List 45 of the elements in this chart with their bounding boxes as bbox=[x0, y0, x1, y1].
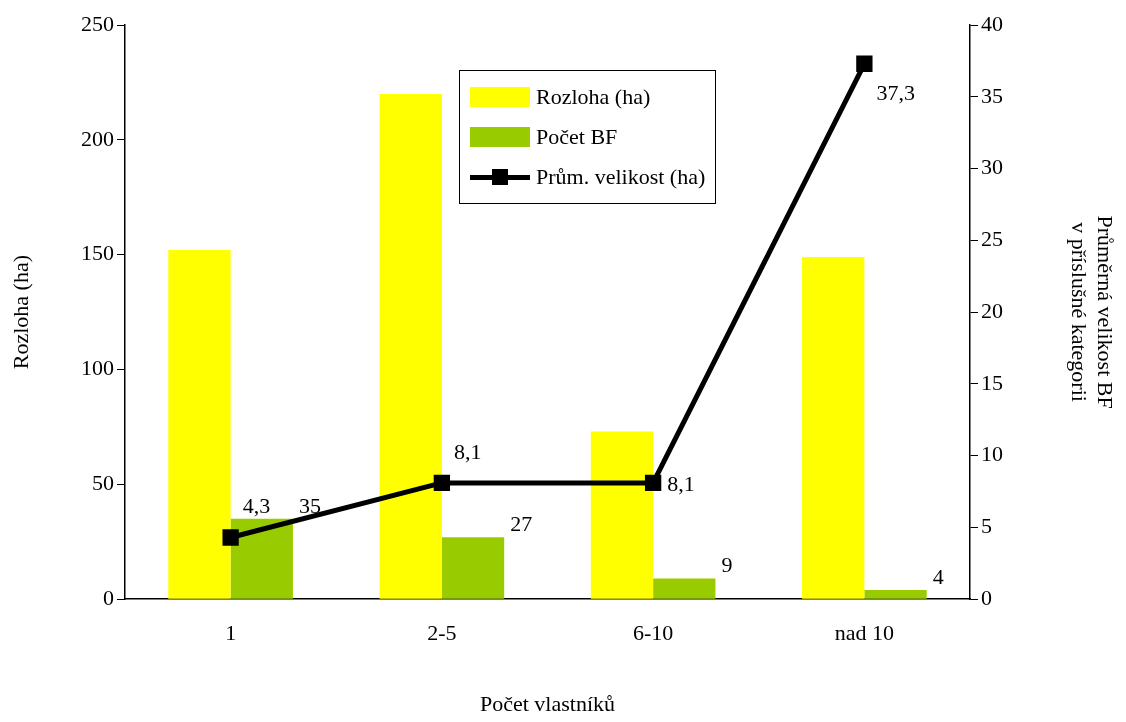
data-label: 4 bbox=[932, 563, 944, 589]
y-tick-label: 150 bbox=[81, 240, 114, 266]
x-tick-label: 1 bbox=[225, 620, 237, 646]
y2-tick-label: 30 bbox=[981, 154, 1003, 180]
y2-tick-label: 40 bbox=[981, 10, 1003, 36]
y-tick-label: 250 bbox=[81, 10, 114, 36]
y2-tick-label: 15 bbox=[981, 369, 1003, 395]
y2-tick-label: 0 bbox=[981, 584, 992, 610]
data-label: 35 bbox=[298, 492, 321, 518]
y-tick-label: 50 bbox=[92, 470, 114, 496]
point bbox=[856, 55, 873, 72]
y-tick-label: 0 bbox=[103, 584, 114, 610]
bar bbox=[653, 578, 716, 599]
legend-label: Rozloha (ha) bbox=[536, 84, 651, 110]
bar bbox=[168, 250, 231, 599]
y2-tick-label: 20 bbox=[981, 297, 1003, 323]
point bbox=[222, 529, 239, 546]
x-axis-title: Počet vlastníků bbox=[479, 690, 616, 716]
point bbox=[433, 474, 451, 492]
y-axis-title: Rozloha (ha) bbox=[7, 254, 33, 370]
data-label: 8,1 bbox=[453, 438, 482, 464]
y-tick-label: 100 bbox=[81, 355, 114, 381]
bar bbox=[864, 590, 927, 599]
x-tick-label: 2-5 bbox=[427, 620, 457, 646]
x-tick-label: 6-10 bbox=[632, 620, 674, 646]
y2-axis-title: Průměrná velikost BF v příslušné kategorii bbox=[1066, 215, 1119, 409]
bar bbox=[441, 537, 505, 599]
x-tick-label: nad 10 bbox=[834, 620, 895, 646]
bar bbox=[230, 518, 293, 599]
legend-label: Počet BF bbox=[536, 124, 618, 150]
data-label: 37,3 bbox=[876, 79, 915, 105]
y2-tick-label: 25 bbox=[981, 226, 1003, 252]
y-tick-label: 200 bbox=[81, 125, 114, 151]
y2-tick-label: 10 bbox=[981, 441, 1003, 467]
data-label: 8,1 bbox=[667, 470, 695, 496]
bar bbox=[802, 256, 865, 599]
bar bbox=[590, 431, 654, 599]
data-label: 27 bbox=[510, 510, 533, 536]
legend-label: Prům. velikost (ha) bbox=[536, 164, 706, 190]
bar bbox=[379, 93, 442, 599]
y2-tick-label: 35 bbox=[981, 82, 1003, 108]
data-label: 4,3 bbox=[242, 493, 271, 519]
y2-tick-label: 5 bbox=[981, 513, 992, 539]
data-label: 9 bbox=[721, 552, 733, 578]
point bbox=[644, 474, 662, 492]
